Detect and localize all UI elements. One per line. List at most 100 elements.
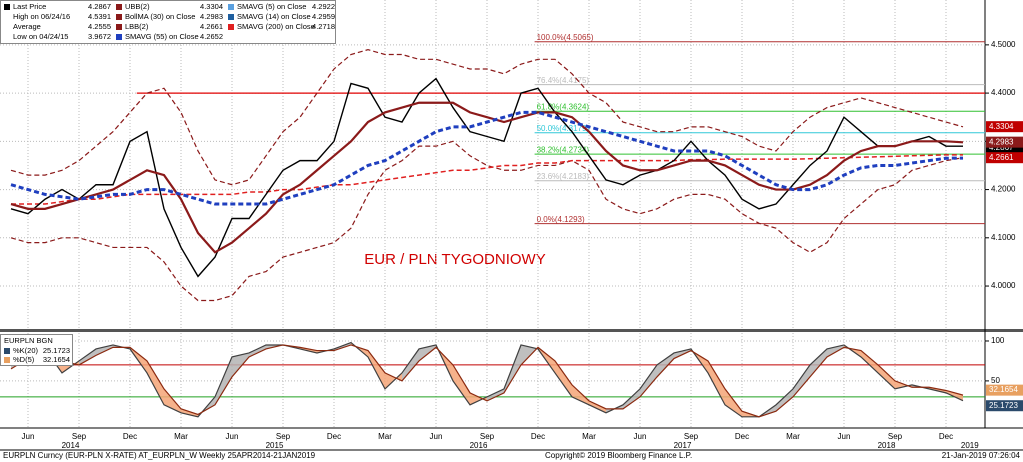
band-fill: [708, 360, 725, 405]
legend-label: Average: [13, 22, 41, 31]
band-fill: [453, 364, 470, 405]
band-fill: [623, 388, 640, 409]
band-fill: [793, 364, 810, 397]
fib-label: 100.0%(4.5065): [537, 33, 594, 42]
legend-box: [0, 0, 336, 44]
band-fill: [640, 364, 657, 397]
x-tick-label: Sep: [72, 432, 87, 441]
fib-label: 76.4%(4.4175): [537, 76, 590, 85]
value-box: [986, 142, 1023, 154]
x-tick-label: Jun: [838, 432, 851, 441]
legend-label: %K(20): [13, 346, 39, 355]
band-fill: [215, 356, 232, 405]
legend-label: LBB(2): [125, 22, 149, 31]
legend-label: Last Price: [13, 2, 46, 11]
band-fill: [470, 392, 487, 405]
legend-swatch: [4, 348, 10, 354]
legend-label: High on 06/24/16: [13, 12, 70, 21]
panel-title: EURPLN BGN: [4, 336, 53, 345]
x-year-label: 2014: [62, 441, 80, 450]
x-year-label: 2015: [266, 441, 284, 450]
legend-label: SMAVG (200) on Close: [237, 22, 315, 31]
x-tick-label: Jun: [634, 432, 647, 441]
x-tick-label: Jun: [430, 432, 443, 441]
value-box-label: 4.2983: [989, 137, 1014, 146]
footer-center: Copyright© 2019 Bloomberg Finance L.P.: [545, 451, 692, 460]
x-tick-label: Dec: [123, 432, 137, 441]
panel-separator: [0, 329, 1023, 332]
band-fill: [572, 384, 589, 405]
x-year-label: 2019: [961, 441, 979, 450]
legend-value: 4.5391: [88, 12, 111, 21]
series-line: [10, 341, 964, 418]
band-fill: [555, 360, 572, 397]
series-line: [10, 101, 964, 254]
legend-label: %D(5): [13, 355, 35, 364]
band-fill: [487, 388, 504, 401]
legend-swatch: [116, 14, 122, 20]
band-fill: [878, 364, 895, 389]
value-box-label: 4.3304: [989, 122, 1014, 131]
legend-value: 4.2661: [200, 22, 223, 31]
fib-label: 61.8%(4.3624): [537, 102, 590, 111]
legend-swatch: [116, 24, 122, 30]
value-box-label: 25.1723: [989, 401, 1018, 410]
legend-label: SMAVG (14) on Close: [237, 12, 311, 21]
legend-box: [0, 334, 73, 366]
x-tick-label: Dec: [531, 432, 545, 441]
x-year-label: 2018: [878, 441, 896, 450]
legend-value: 4.2959: [312, 12, 335, 21]
y-tick-label: 4.5000: [991, 40, 1016, 49]
series-line: [10, 140, 964, 302]
x-tick-label: Jun: [226, 432, 239, 441]
x-tick-label: Dec: [939, 432, 953, 441]
legend-label: UBB(2): [125, 2, 150, 11]
legend-swatch: [116, 34, 122, 40]
x-tick-label: Mar: [786, 432, 800, 441]
legend-swatch: [4, 357, 10, 363]
band-fill: [402, 348, 419, 381]
legend-swatch: [4, 4, 10, 10]
x-tick-label: Sep: [276, 432, 291, 441]
band-fill: [725, 388, 742, 417]
y-tick-label: 4.0000: [991, 281, 1016, 290]
band-fill: [589, 400, 606, 413]
band-fill: [776, 388, 793, 412]
x-tick-label: Dec: [327, 432, 341, 441]
legend-value: 32.1654: [43, 355, 70, 364]
series-line: [11, 154, 963, 205]
y-tick-label: 100: [991, 336, 1005, 345]
value-box: [986, 136, 1023, 148]
legend-swatch: [228, 4, 234, 10]
x-tick-label: Sep: [480, 432, 495, 441]
legend-value: 25.1723: [43, 346, 70, 355]
band-fill: [657, 352, 674, 377]
x-tick-label: Jun: [22, 432, 35, 441]
fib-label: 23.6%(4.2183): [537, 172, 590, 181]
legend-value: 4.2718: [312, 22, 335, 31]
band-fill: [861, 350, 878, 373]
fib-label: 0.0%(4.1293): [537, 215, 585, 224]
band-fill: [79, 348, 96, 365]
legend-label: Low on 04/24/15: [13, 32, 68, 41]
x-year-label: 2016: [470, 441, 488, 450]
legend-swatch: [116, 4, 122, 10]
x-tick-label: Mar: [174, 432, 188, 441]
legend-label: SMAVG (55) on Close: [125, 32, 199, 41]
x-tick-label: Mar: [582, 432, 596, 441]
footer-right: 21-Jan-2019 07:26:04: [942, 451, 1021, 460]
legend-value: 4.3304: [200, 2, 223, 11]
band-fill: [368, 350, 385, 389]
annotation: EUR / PLN TYGODNIOWY: [364, 251, 545, 268]
y-tick-label: 4.4000: [991, 88, 1016, 97]
legend-label: SMAVG (5) on Close: [237, 2, 306, 11]
legend-value: 4.2922: [312, 2, 335, 11]
y-tick-label: 4.2000: [991, 185, 1016, 194]
value-box: [986, 384, 1023, 396]
y-tick-label: 50: [991, 376, 1000, 385]
x-tick-label: Sep: [888, 432, 903, 441]
legend-swatch: [228, 14, 234, 20]
value-box: [986, 121, 1023, 133]
footer-left: EURPLN Curncy (EUR-PLN X-RATE) AT_EURPLN…: [3, 451, 316, 460]
